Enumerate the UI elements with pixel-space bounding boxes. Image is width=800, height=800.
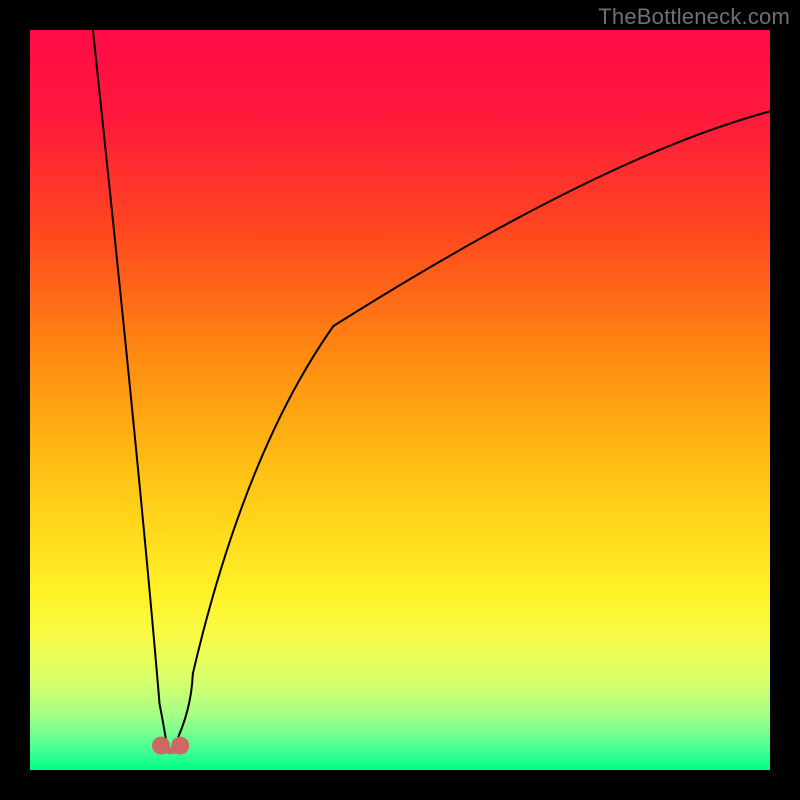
bottleneck-chart: [0, 0, 800, 800]
chart-stage: TheBottleneck.com: [0, 0, 800, 800]
marker-dot-1: [171, 737, 189, 755]
marker-dot-0: [152, 737, 170, 755]
plot-background: [30, 30, 770, 770]
